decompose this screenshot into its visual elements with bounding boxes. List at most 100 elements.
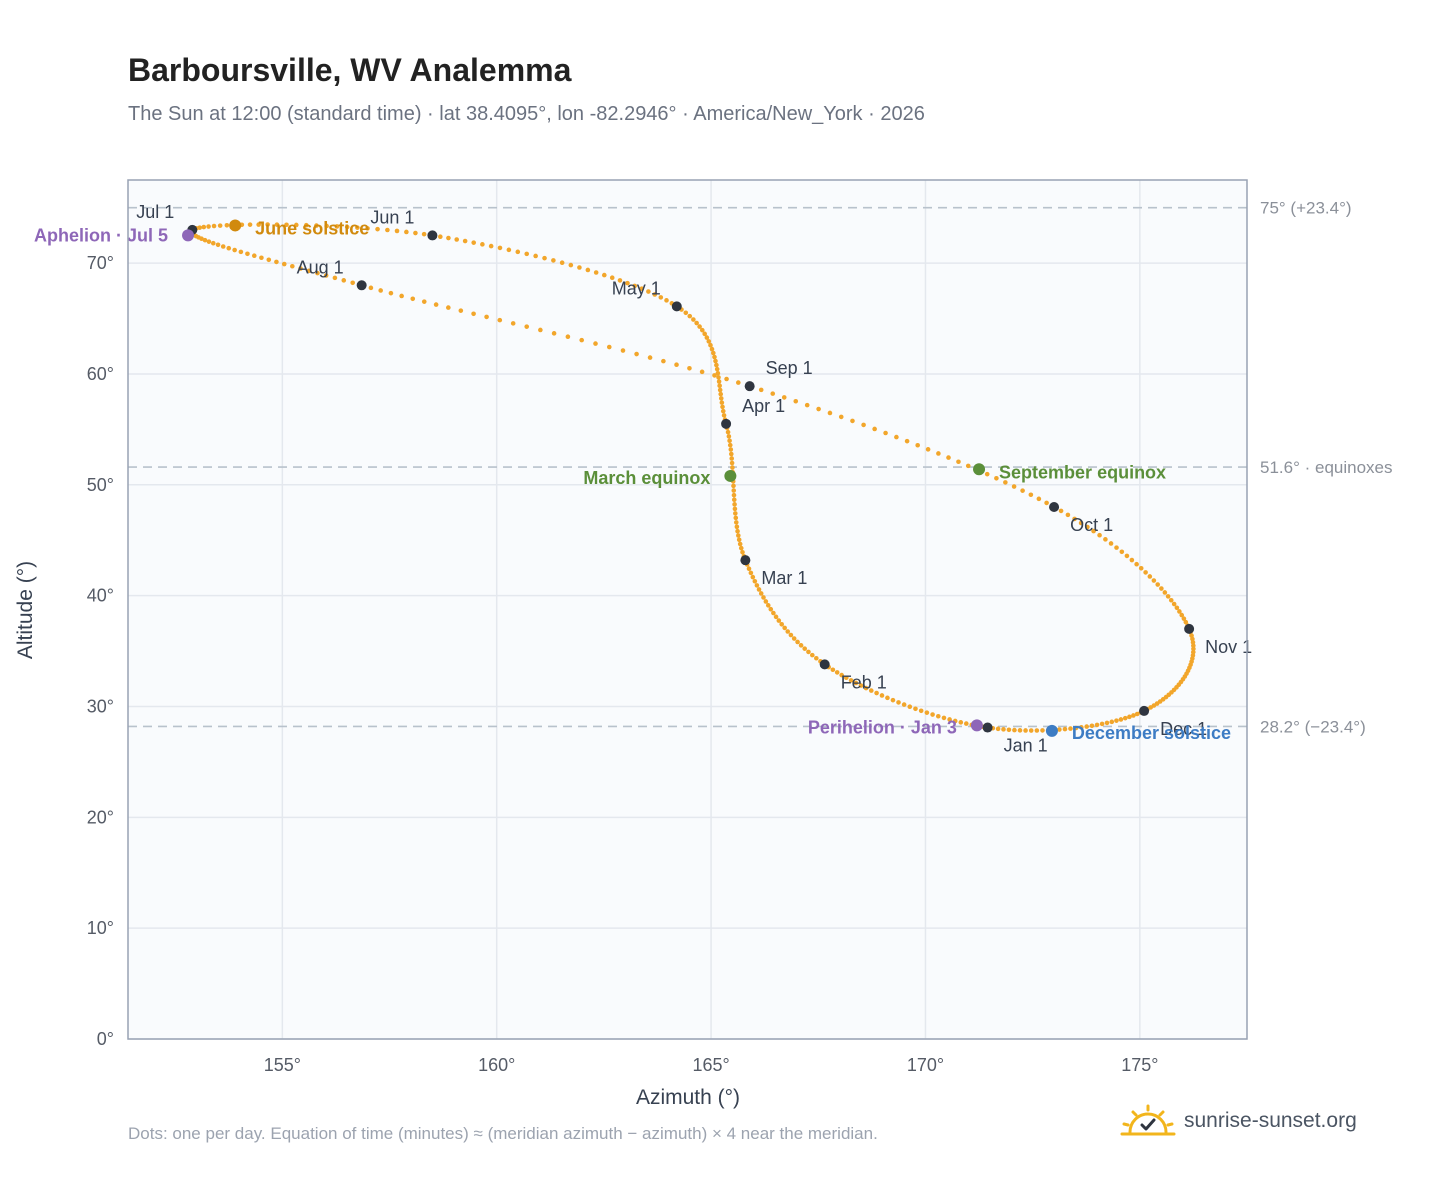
day-dot bbox=[1020, 488, 1025, 493]
day-dot bbox=[265, 222, 270, 227]
brand[interactable]: sunrise-sunset.org bbox=[1120, 1104, 1357, 1138]
day-dot bbox=[266, 257, 272, 263]
day-dot bbox=[290, 263, 295, 269]
day-dot bbox=[251, 253, 257, 259]
day-dot bbox=[315, 270, 320, 276]
day-dot bbox=[399, 293, 404, 299]
x-tick-label: 165° bbox=[692, 1055, 729, 1075]
day-dot bbox=[1177, 609, 1182, 614]
day-dot bbox=[1003, 480, 1008, 485]
day-dot bbox=[388, 290, 394, 296]
day-dot bbox=[717, 383, 722, 389]
day-dot bbox=[1023, 728, 1028, 733]
chart-subtitle: The Sun at 12:00 (standard time) · lat 3… bbox=[128, 103, 925, 125]
day-dot bbox=[298, 266, 303, 271]
day-dot bbox=[247, 222, 253, 227]
day-dot bbox=[941, 715, 947, 721]
day-dot bbox=[850, 418, 855, 424]
month-marker bbox=[982, 722, 993, 733]
day-dot bbox=[704, 335, 710, 340]
month-label: Feb 1 bbox=[841, 672, 887, 692]
day-dot bbox=[935, 713, 941, 719]
day-dot bbox=[964, 721, 969, 726]
day-dot bbox=[718, 396, 724, 401]
day-dot bbox=[719, 400, 725, 405]
day-dot bbox=[471, 311, 476, 317]
day-dot bbox=[206, 224, 211, 229]
event-label: Aphelion · Jul 5 bbox=[34, 225, 168, 245]
day-dot bbox=[915, 442, 920, 448]
day-dot bbox=[1174, 605, 1180, 611]
day-dot bbox=[658, 295, 664, 300]
day-dot bbox=[736, 537, 742, 543]
day-dot bbox=[729, 460, 735, 466]
plot-background bbox=[128, 180, 1247, 1039]
day-dot bbox=[771, 610, 776, 616]
day-dot bbox=[551, 331, 557, 336]
day-dot bbox=[245, 251, 250, 257]
day-dot bbox=[720, 404, 725, 410]
day-dot bbox=[1191, 643, 1196, 648]
day-dot bbox=[736, 533, 741, 538]
day-dot bbox=[724, 376, 729, 382]
day-dot bbox=[806, 649, 811, 655]
day-dot bbox=[721, 413, 727, 418]
day-dot bbox=[1017, 728, 1023, 733]
day-dot bbox=[413, 230, 418, 236]
day-dot bbox=[593, 270, 599, 275]
reference-line-label: 75° (+23.4°) bbox=[1260, 199, 1352, 218]
day-dot bbox=[404, 229, 409, 235]
day-dot bbox=[733, 515, 739, 521]
day-dot bbox=[1171, 601, 1177, 607]
reference-line-label: 28.2° (−23.4°) bbox=[1260, 717, 1366, 736]
reference-lines: 75° (+23.4°) 51.6° · equinoxes 28.2° (−23.… bbox=[128, 199, 1393, 736]
event-label: June solstice bbox=[255, 218, 369, 238]
day-dot bbox=[918, 708, 924, 714]
day-dot bbox=[344, 224, 350, 230]
day-dot bbox=[332, 275, 338, 281]
day-dot bbox=[748, 570, 754, 576]
day-dot bbox=[863, 685, 869, 691]
day-dot bbox=[810, 652, 815, 658]
day-dot bbox=[515, 249, 521, 255]
day-dot bbox=[731, 492, 737, 498]
day-dot bbox=[1151, 578, 1157, 583]
day-dot bbox=[770, 391, 776, 396]
day-dot bbox=[714, 362, 719, 368]
day-dot bbox=[716, 375, 721, 380]
month-label: Mar 1 bbox=[761, 568, 807, 588]
day-dot bbox=[1134, 711, 1140, 717]
day-dot bbox=[904, 438, 910, 444]
day-dot bbox=[1118, 717, 1124, 722]
day-dot bbox=[324, 223, 329, 229]
day-dot bbox=[480, 242, 485, 247]
day-dot bbox=[995, 726, 1001, 732]
day-dot bbox=[763, 599, 769, 604]
y-axis-title: Altitude (°) bbox=[14, 561, 37, 659]
brand-name: sunrise-sunset.org bbox=[1184, 1109, 1357, 1132]
day-dot bbox=[617, 278, 623, 283]
day-dot bbox=[1006, 727, 1012, 733]
day-dot bbox=[314, 223, 319, 228]
day-dot bbox=[306, 268, 312, 274]
month-marker bbox=[1184, 623, 1195, 634]
day-dot bbox=[752, 578, 758, 584]
day-dot bbox=[1129, 557, 1135, 563]
day-dot bbox=[341, 278, 347, 283]
day-dot bbox=[714, 366, 720, 372]
day-dot bbox=[765, 603, 771, 608]
day-dot bbox=[1001, 727, 1006, 732]
day-dot bbox=[274, 222, 280, 227]
month-marker bbox=[721, 418, 732, 429]
day-dot bbox=[994, 475, 999, 481]
day-dot bbox=[848, 678, 854, 683]
day-dot bbox=[732, 502, 737, 507]
day-dot bbox=[471, 240, 477, 245]
day-dot bbox=[736, 380, 741, 385]
month-label: Oct 1 bbox=[1070, 515, 1113, 535]
day-dot bbox=[551, 258, 556, 263]
reference-line-label: 51.6° · equinoxes bbox=[1260, 458, 1393, 477]
day-dot bbox=[788, 632, 794, 638]
day-dot bbox=[1073, 725, 1079, 731]
day-dot bbox=[1091, 528, 1096, 534]
